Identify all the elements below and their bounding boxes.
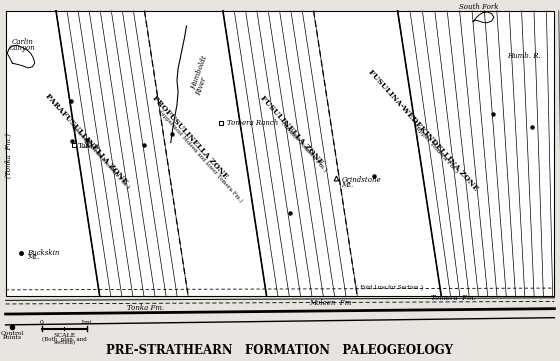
Text: Moleen  Fm: Moleen Fm (309, 299, 352, 306)
Text: (upper Tomera Fm.): (upper Tomera Fm.) (413, 123, 459, 174)
Text: Tonka: Tonka (78, 142, 100, 150)
Text: River: River (195, 76, 209, 97)
Text: (Both  plan  and: (Both plan and (42, 336, 87, 342)
Text: Tomera  Fm.: Tomera Fm. (431, 294, 476, 302)
Text: Grindstone: Grindstone (342, 177, 381, 184)
Text: { Fold Line for Section }: { Fold Line for Section } (355, 284, 423, 290)
Text: (middle Tomera Fm.): (middle Tomera Fm.) (280, 121, 328, 173)
Text: Humboldt: Humboldt (189, 54, 209, 90)
Text: section): section) (53, 340, 76, 345)
Text: Tonka Fm.: Tonka Fm. (127, 304, 164, 312)
Text: (uppermost Moleen and lower Tomera Fm.): (uppermost Moleen and lower Tomera Fm.) (158, 109, 243, 203)
Text: (Tonka  Fm.): (Tonka Fm.) (5, 133, 13, 178)
Text: PROFUSULINELLA ZONE: PROFUSULINELLA ZONE (151, 94, 230, 180)
Text: Mt.: Mt. (27, 253, 39, 261)
Text: PRE-STRATHEARN   FORMATION   PALEOGEOLOGY: PRE-STRATHEARN FORMATION PALEOGEOLOGY (106, 344, 454, 357)
Text: (lower 2/3rds Moleen Fm.): (lower 2/3rds Moleen Fm.) (69, 124, 130, 190)
Bar (6, 11, 554, 296)
Text: Humb. R.: Humb. R. (507, 52, 540, 60)
Text: Buckskin: Buckskin (27, 249, 59, 257)
Text: FUSULINA-WEDEKINDELLINA ZONE: FUSULINA-WEDEKINDELLINA ZONE (366, 68, 479, 192)
Text: 1mi.: 1mi. (80, 320, 94, 325)
Text: Points: Points (3, 335, 22, 340)
Text: 0: 0 (40, 320, 44, 325)
Text: South Fork: South Fork (459, 3, 498, 11)
Text: Mt.: Mt. (342, 181, 354, 189)
Text: SCALE: SCALE (53, 333, 76, 338)
Text: Control: Control (1, 331, 24, 336)
Text: Tomera Ranch: Tomera Ranch (227, 119, 278, 127)
Text: Carlin: Carlin (11, 38, 34, 46)
Text: PARAFUSULLINELLA ZONE: PARAFUSULLINELLA ZONE (44, 92, 129, 186)
Text: Canyon: Canyon (9, 44, 36, 52)
Text: FUSULINELLA ZONE: FUSULINELLA ZONE (258, 94, 324, 166)
